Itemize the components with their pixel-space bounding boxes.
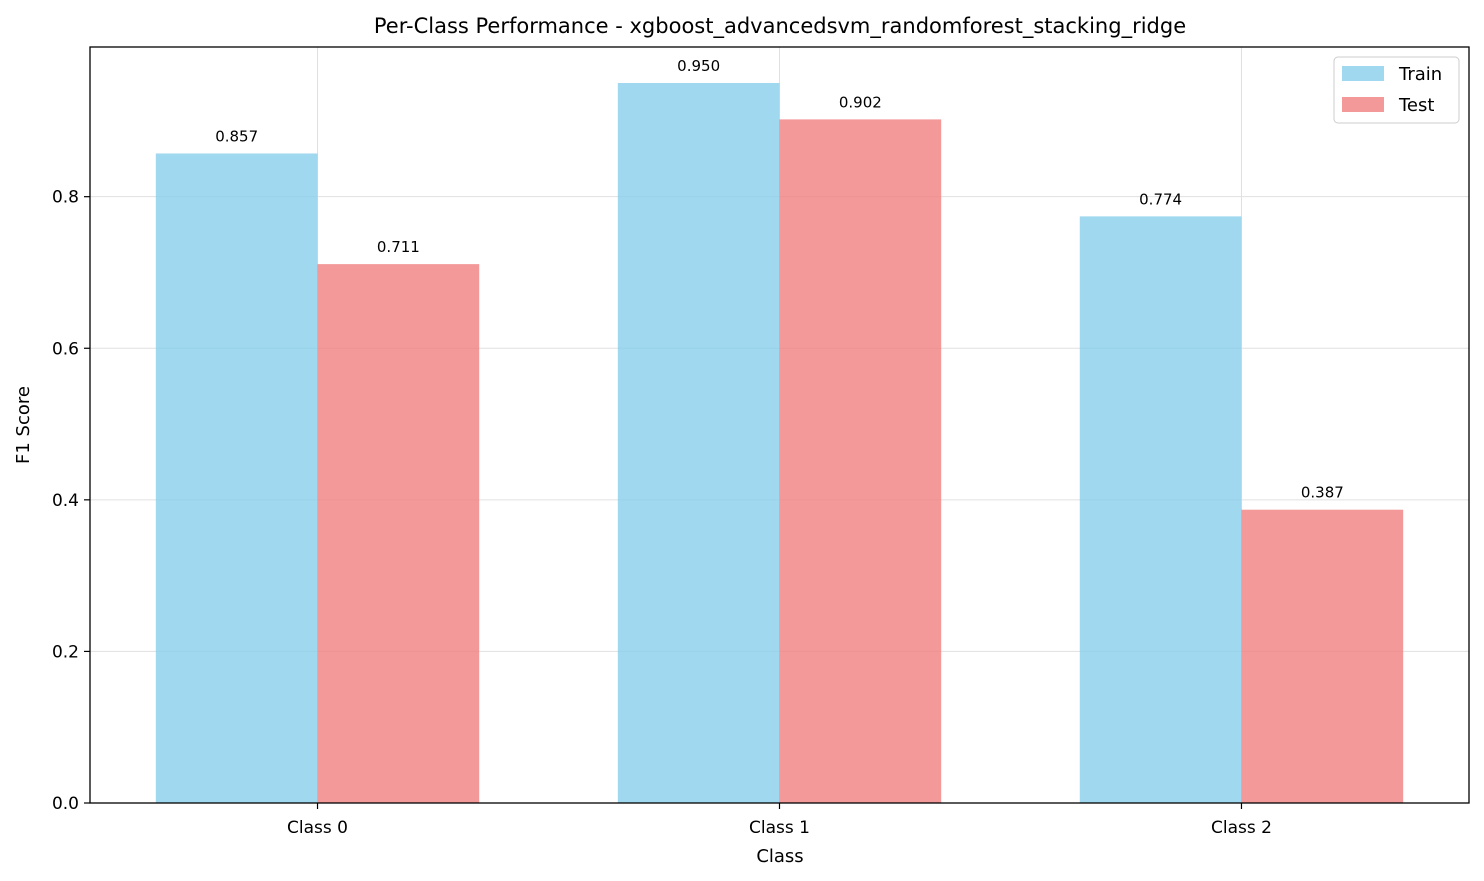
bar-value-label: 0.902 bbox=[839, 93, 882, 111]
x-tick-label: Class 0 bbox=[287, 818, 348, 838]
legend-swatch-train bbox=[1342, 66, 1384, 81]
bar-train-1 bbox=[617, 83, 780, 803]
bars bbox=[155, 83, 1404, 804]
legend-label-train: Train bbox=[1398, 64, 1442, 85]
y-tick-label: 0.6 bbox=[52, 339, 79, 359]
bar-value-label: 0.387 bbox=[1301, 484, 1344, 502]
x-tick-label: Class 2 bbox=[1211, 818, 1272, 838]
bar-test-1 bbox=[779, 119, 942, 803]
bar-value-label: 0.950 bbox=[677, 57, 720, 75]
value-labels: 0.857 0.950 0.774 0.711 0.902 0.387 bbox=[215, 57, 1344, 502]
y-axis-ticks: 0.0 0.2 0.4 0.6 0.8 bbox=[52, 188, 90, 814]
legend-label-test: Test bbox=[1398, 95, 1434, 116]
legend: Train Test bbox=[1333, 56, 1460, 124]
legend-swatch-test bbox=[1342, 97, 1384, 112]
bar-value-label: 0.711 bbox=[377, 238, 420, 256]
bar-value-label: 0.774 bbox=[1139, 190, 1182, 208]
x-axis-label: Class bbox=[756, 846, 803, 867]
x-axis-ticks: Class 0 Class 1 Class 2 bbox=[287, 803, 1272, 838]
y-tick-label: 0.2 bbox=[52, 642, 79, 662]
bar-test-0 bbox=[317, 264, 480, 803]
y-tick-label: 0.0 bbox=[52, 794, 79, 814]
y-tick-label: 0.8 bbox=[52, 188, 79, 208]
x-tick-label: Class 1 bbox=[749, 818, 810, 838]
chart-title: Per-Class Performance - xgboost_advanced… bbox=[374, 14, 1186, 39]
bar-train-0 bbox=[155, 153, 318, 804]
bar-value-label: 0.857 bbox=[215, 127, 258, 145]
y-axis-label: F1 Score bbox=[13, 386, 34, 464]
bar-train-2 bbox=[1079, 216, 1242, 804]
y-tick-label: 0.4 bbox=[52, 491, 79, 511]
bar-test-2 bbox=[1241, 509, 1404, 803]
